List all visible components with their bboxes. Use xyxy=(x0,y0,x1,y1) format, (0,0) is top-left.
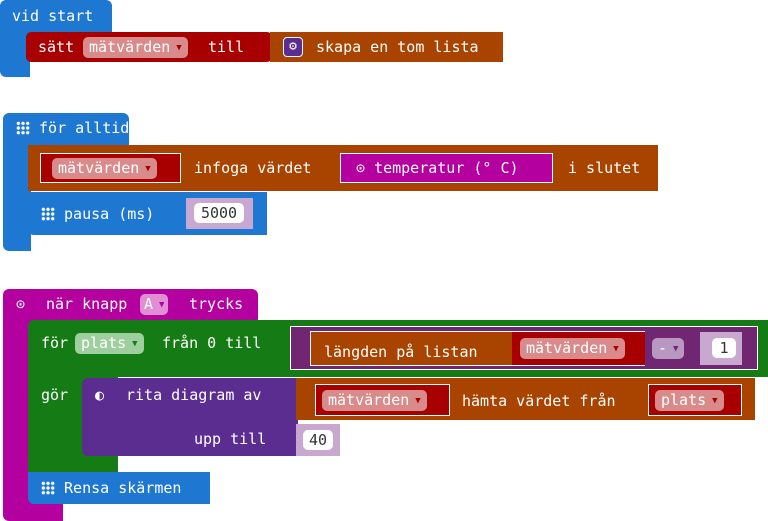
clear-label: Rensa skärmen xyxy=(41,478,181,498)
chevron-down-icon: ▼ xyxy=(712,395,718,406)
clear-screen-block[interactable] xyxy=(28,472,210,504)
chevron-down-icon: ▼ xyxy=(132,338,138,349)
grid-icon xyxy=(16,121,30,135)
variable-dropdown[interactable]: mätvärden ▼ xyxy=(520,338,625,359)
variable-dropdown[interactable]: mätvärden ▼ xyxy=(52,158,157,179)
button-dropdown[interactable]: A ▼ xyxy=(140,294,169,315)
variable-dropdown[interactable]: mätvärden ▼ xyxy=(83,37,188,58)
on-button-block[interactable] xyxy=(3,289,258,322)
for-label: för xyxy=(41,334,69,352)
up-to-label: upp till xyxy=(194,430,267,448)
chevron-down-icon: ▼ xyxy=(613,343,619,354)
at-end-label: i slutet xyxy=(568,159,641,177)
variable-name: mätvärden xyxy=(89,38,171,56)
chevron-down-icon: ▼ xyxy=(176,42,182,53)
variable-dropdown[interactable]: plats ▼ xyxy=(655,390,724,411)
on-button-label: när knapp xyxy=(46,295,128,313)
on-start-label: vid start xyxy=(12,7,94,25)
forever-body xyxy=(3,140,31,251)
get-label: hämta värdet från xyxy=(462,392,616,410)
on-start-body xyxy=(0,30,30,77)
gear-icon: ⚙ xyxy=(283,37,303,57)
loop-variable-dropdown[interactable]: plats ▼ xyxy=(75,333,144,354)
toggle-icon: ◐ xyxy=(95,386,105,404)
target-icon: ⊙ xyxy=(356,159,366,177)
grid-icon xyxy=(41,207,55,221)
up-to-input[interactable]: 40 xyxy=(303,430,333,450)
chevron-down-icon: ▼ xyxy=(159,299,165,310)
temperature-block[interactable] xyxy=(340,153,553,183)
chevron-down-icon: ▼ xyxy=(145,163,151,174)
forever-label: för alltid xyxy=(16,118,129,138)
plot-bar-graph-block[interactable] xyxy=(82,378,298,456)
plot-label: rita diagram av xyxy=(126,386,262,404)
insert-label: infoga värdet xyxy=(194,159,312,177)
pressed-label: trycks xyxy=(189,295,244,313)
pause-label: pausa (ms) xyxy=(41,204,154,224)
create-list-label: skapa en tom lista xyxy=(316,38,479,56)
length-label: längden på listan xyxy=(324,343,478,361)
target-icon: ⊙ xyxy=(16,295,26,313)
temperature-label: ⊙ temperatur (° C) xyxy=(356,159,519,177)
operator-dropdown[interactable]: - ▼ xyxy=(652,338,685,359)
chevron-down-icon: ▼ xyxy=(415,395,421,406)
set-label: sätt xyxy=(38,38,75,56)
operand-input[interactable]: 1 xyxy=(712,338,736,358)
from-label: från 0 till xyxy=(162,334,262,352)
on-start-block[interactable] xyxy=(0,0,112,32)
do-label: gör xyxy=(41,386,69,404)
variable-dropdown[interactable]: mätvärden ▼ xyxy=(322,390,427,411)
create-empty-list-block[interactable] xyxy=(270,32,503,62)
chevron-down-icon: ▼ xyxy=(673,343,679,354)
grid-icon xyxy=(41,481,55,495)
pause-value-input[interactable]: 5000 xyxy=(194,203,244,223)
to-label: till xyxy=(208,38,245,56)
